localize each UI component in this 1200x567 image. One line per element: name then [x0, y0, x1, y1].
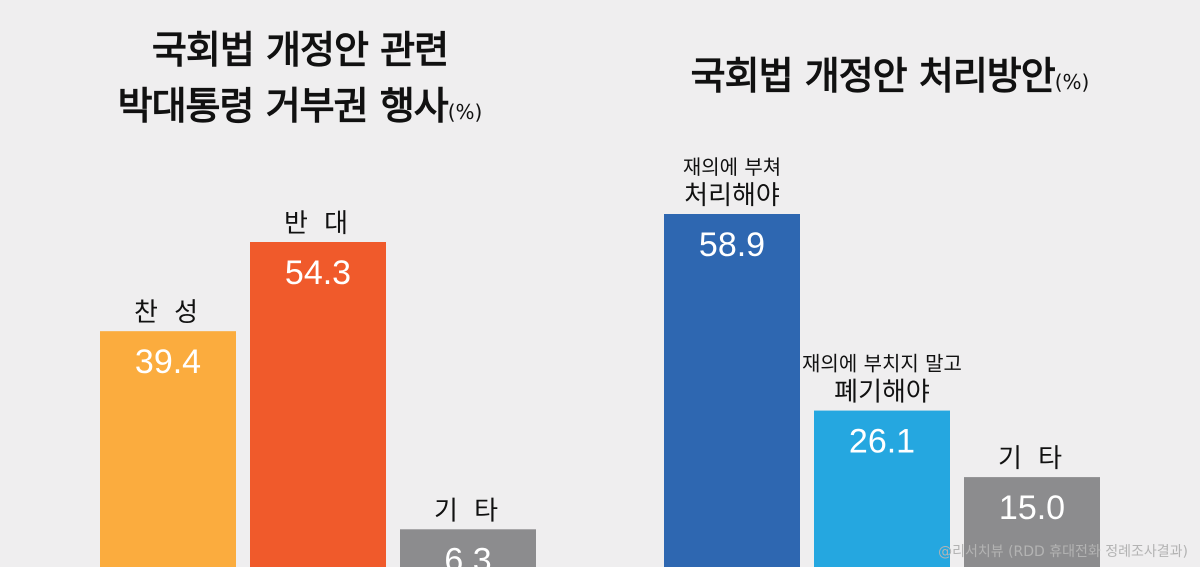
data-label: 39.4	[135, 343, 201, 381]
bar	[664, 214, 800, 567]
category-label: 찬 성	[134, 298, 202, 328]
bar	[400, 529, 536, 567]
bar	[100, 331, 236, 567]
category-label: 폐기해야	[834, 378, 930, 408]
chart-title-right: 국회법 개정안 처리방안(%)	[640, 48, 1140, 110]
bar	[814, 410, 950, 567]
chart-title-line: 박대통령 거부권 행사(%)	[60, 78, 540, 140]
unit-label: (%)	[1054, 70, 1090, 94]
category-label: 재의에 부쳐	[683, 155, 781, 179]
category-label: 기 타	[998, 444, 1066, 474]
chart-title-line: 국회법 개정안 처리방안(%)	[640, 48, 1140, 110]
source-watermark: @리서치뷰 (RDD 휴대전화 정례조사결과)	[938, 544, 1188, 560]
chart-title-left: 국회법 개정안 관련 박대통령 거부권 행사(%)	[60, 22, 540, 140]
data-label: 54.3	[285, 254, 351, 292]
data-label: 26.1	[849, 423, 915, 461]
category-label: 기 타	[434, 496, 502, 526]
data-label: 58.9	[699, 226, 765, 264]
data-label: 15.0	[999, 489, 1065, 527]
category-label: 재의에 부치지 말고	[802, 352, 962, 376]
unit-label: (%)	[447, 100, 483, 124]
chart-title-line-text: 국회법 개정안 처리방안	[690, 54, 1056, 98]
bar	[250, 242, 386, 567]
category-label: 처리해야	[684, 181, 780, 211]
category-label: 반 대	[284, 209, 352, 239]
data-label: 6.3	[444, 541, 491, 567]
chart-title-line: 국회법 개정안 관련	[151, 28, 449, 72]
chart-title-line-text: 박대통령 거부권 행사	[117, 84, 449, 128]
bar	[964, 477, 1100, 567]
